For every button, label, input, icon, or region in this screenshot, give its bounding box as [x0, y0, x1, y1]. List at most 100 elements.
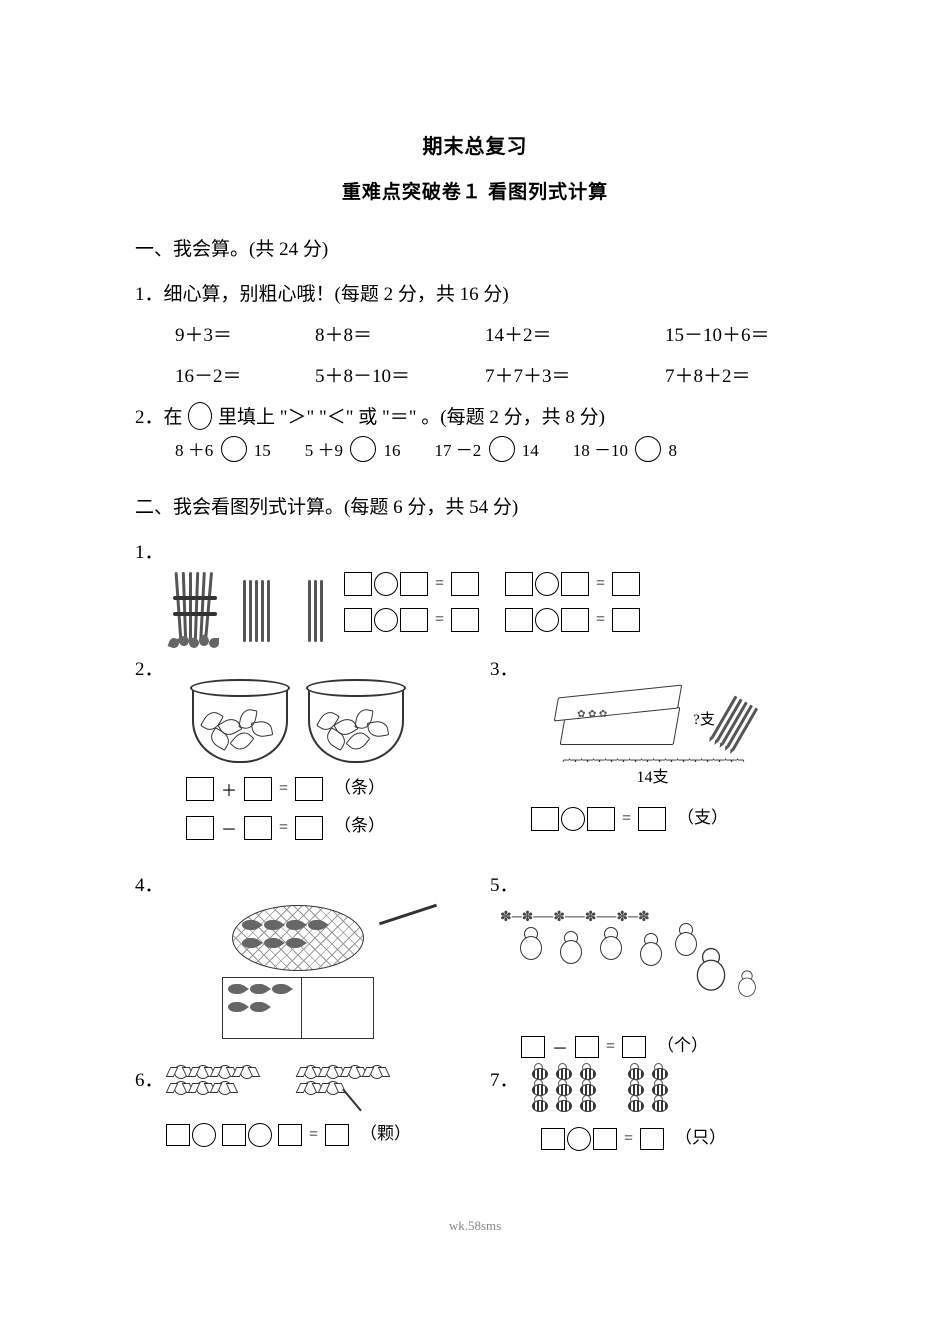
gourd-icon	[640, 933, 662, 967]
eq-cell: 15－10＋6＝	[665, 320, 770, 347]
blank-box-icon	[451, 608, 479, 632]
bee-icon	[553, 1065, 573, 1079]
blank-box-icon	[344, 608, 372, 632]
blank-box-icon	[640, 1128, 664, 1150]
bee-figure	[529, 1065, 669, 1111]
blank-box-icon	[638, 807, 666, 831]
p3-block: 3． ✿ ✿ ✿ ?支 ︸︸︸︸︸︸︸︸︸︸︸︸︸︸︸ 14支 =	[490, 654, 815, 831]
s1-q2-heading: 2．在 里填上 "＞" "＜" 或 "＝" 。(每题 2 分，共 8 分)	[135, 402, 815, 430]
blank-box-icon	[222, 1124, 246, 1146]
blank-box-icon	[186, 777, 214, 801]
fishbowl-figure	[135, 689, 460, 763]
gourd-icon	[520, 927, 542, 961]
fish-icon	[250, 984, 266, 994]
gourd-icon	[675, 923, 697, 957]
cmp-right: 8	[669, 441, 678, 460]
blank-box-icon	[587, 807, 615, 831]
equals-sign: =	[596, 611, 605, 629]
unit-label: （支）	[677, 808, 728, 827]
equation-template: = （颗）	[165, 1119, 460, 1147]
bee-group-icon	[625, 1065, 669, 1111]
bee-icon	[529, 1065, 549, 1079]
fishnet-icon	[232, 905, 364, 971]
sticks-figure	[175, 572, 323, 642]
qmark-label: ?支	[693, 708, 715, 729]
blank-box-icon	[186, 816, 214, 840]
gourd-icon	[738, 970, 756, 997]
equals-sign: =	[279, 780, 288, 798]
blank-circle-icon	[192, 1123, 216, 1147]
compare-item: 18 －10 8	[573, 436, 677, 462]
fishbowl-icon	[308, 689, 404, 763]
blank-box-icon	[541, 1128, 565, 1150]
gourd-icon	[560, 931, 582, 965]
blank-box-icon	[400, 608, 428, 632]
brace-label: 14支	[490, 763, 815, 787]
candy-icon	[214, 1065, 234, 1077]
candy-icon	[170, 1081, 190, 1093]
blank-box-icon	[612, 572, 640, 596]
blank-box-icon	[344, 572, 372, 596]
equation-template: ＋ = （条）	[185, 773, 460, 801]
equation-template: － = （条）	[185, 811, 460, 839]
compare-item: 8 ＋6 15	[175, 436, 271, 462]
bee-icon	[649, 1065, 669, 1079]
candy-icon	[170, 1065, 190, 1077]
blank-box-icon	[505, 608, 533, 632]
s1-q1-row1: 9＋3＝ 8＋8＝ 14＋2＝ 15－10＋6＝	[175, 320, 815, 347]
blank-box-icon	[561, 608, 589, 632]
section2-heading: 二、我会看图列式计算。(每题 6 分，共 54 分)	[135, 492, 815, 519]
candy-figure	[170, 1065, 400, 1101]
eq-cell: 7＋7＋3＝	[485, 361, 665, 388]
bee-icon	[577, 1065, 597, 1079]
blank-box-icon	[451, 572, 479, 596]
fish-icon	[228, 984, 244, 994]
eq-cell: 5＋8－10＝	[315, 361, 485, 388]
bee-icon	[553, 1097, 573, 1111]
cmp-right: 16	[384, 441, 401, 460]
minus-sign: －	[221, 816, 237, 840]
fish-icon	[286, 938, 302, 948]
equation-template: =	[504, 608, 641, 632]
blank-circle-icon	[374, 608, 398, 632]
vine-icon: ✽─✽──✽──✽──✽─✽	[500, 909, 755, 927]
cmp-left: 5 ＋9	[305, 441, 343, 460]
pencil-figure: ✿ ✿ ✿ ?支	[490, 689, 815, 747]
main-title: 期末总复习	[135, 130, 815, 159]
p7-number: 7．	[490, 1065, 519, 1092]
fish-icon	[264, 920, 280, 930]
cmp-right: 14	[522, 441, 539, 460]
blank-box-icon	[593, 1128, 617, 1150]
pencils-icon	[711, 695, 758, 750]
s1-q1-row2: 16－2＝ 5＋8－10＝ 7＋7＋3＝ 7＋8＋2＝	[175, 361, 815, 388]
cmp-left: 8 ＋6	[175, 441, 213, 460]
pencilbox-icon: ✿ ✿ ✿	[557, 691, 687, 745]
p4-number: 4．	[135, 870, 460, 897]
gourd-figure: ✽─✽──✽──✽──✽─✽	[490, 905, 815, 1025]
slash-icon	[342, 1089, 362, 1112]
unit-label: （条）	[334, 816, 385, 835]
fishtank-icon	[222, 977, 374, 1039]
equals-sign: =	[596, 575, 605, 593]
net-handle-icon	[379, 903, 437, 924]
p2-number: 2．	[135, 654, 460, 681]
bee-icon	[577, 1097, 597, 1111]
blank-box-icon	[166, 1124, 190, 1146]
fishbowl-icon	[192, 689, 288, 763]
p7-block: 7．	[490, 1065, 815, 1151]
eq-cell: 16－2＝	[175, 361, 315, 388]
fish-icon	[228, 1002, 244, 1012]
blank-box-icon	[295, 777, 323, 801]
fish-icon	[308, 920, 324, 930]
bee-icon	[577, 1081, 597, 1095]
bee-icon	[649, 1081, 669, 1095]
eq-cell: 9＋3＝	[175, 320, 315, 347]
p1-row: = = = =	[135, 572, 815, 642]
loose-sticks-icon	[308, 572, 323, 642]
bee-icon	[625, 1081, 645, 1095]
blank-box-icon	[561, 572, 589, 596]
blank-box-icon	[531, 807, 559, 831]
q2-post: 里填上 "＞" "＜" 或 "＝" 。(每题 2 分，共 8 分)	[218, 407, 605, 428]
blank-box-icon	[244, 777, 272, 801]
candy-icon	[322, 1065, 342, 1077]
